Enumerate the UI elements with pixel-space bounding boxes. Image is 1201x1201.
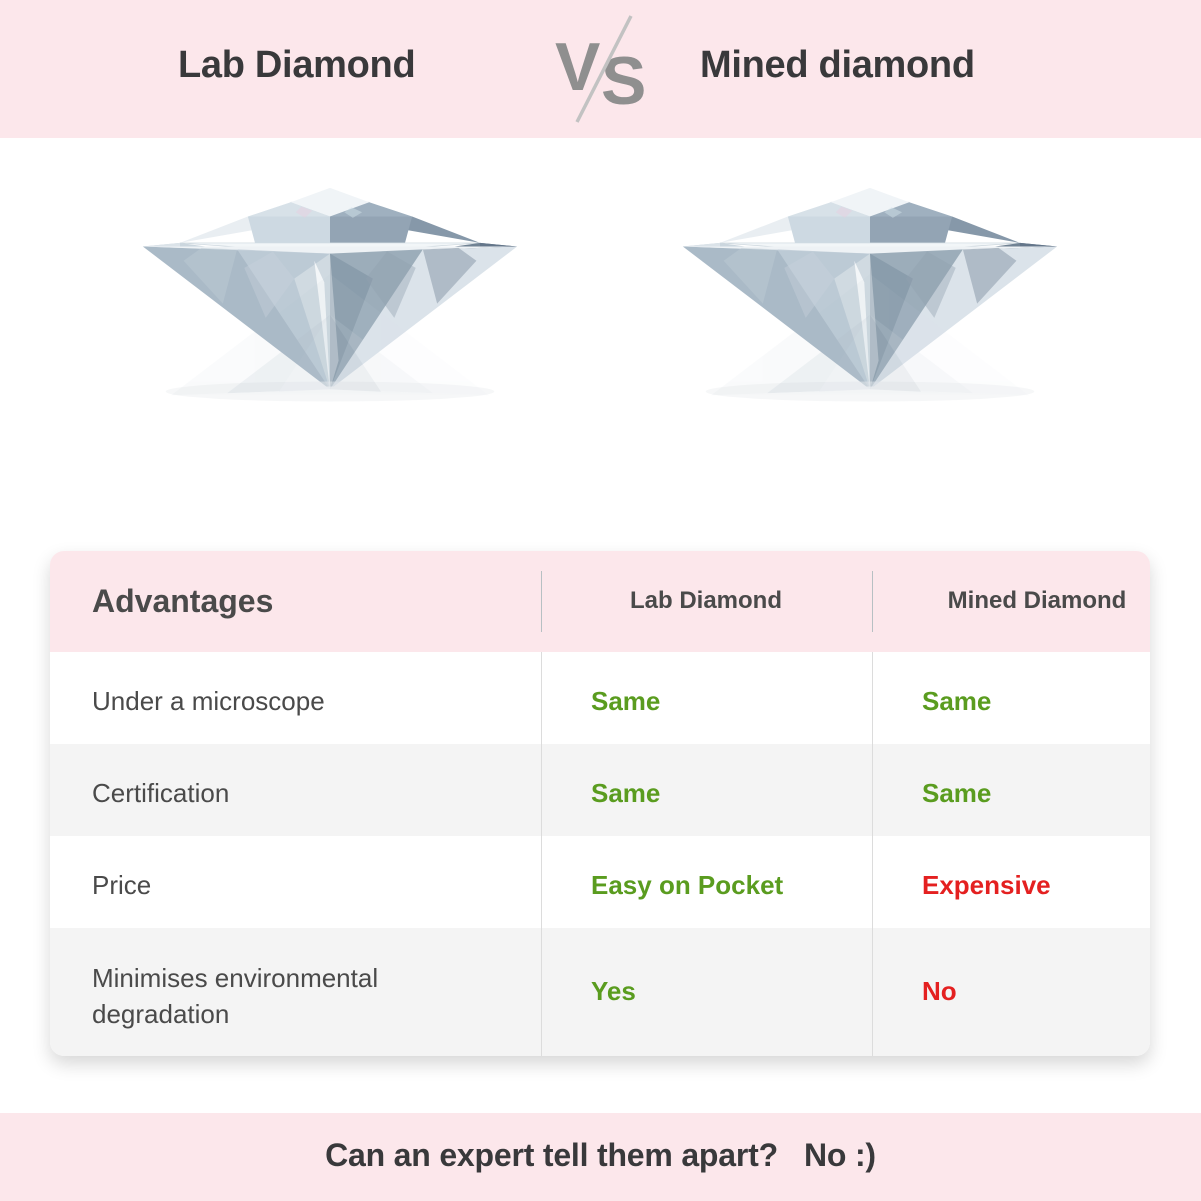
svg-text:S: S: [601, 43, 646, 119]
svg-text:V: V: [555, 29, 600, 105]
